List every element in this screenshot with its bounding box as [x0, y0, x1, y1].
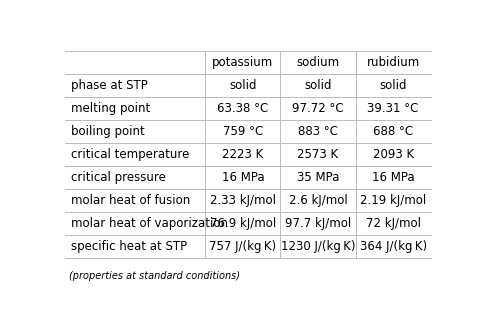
- Text: 97.7 kJ/mol: 97.7 kJ/mol: [285, 217, 350, 230]
- Text: 2573 K: 2573 K: [297, 148, 338, 161]
- Text: 35 MPa: 35 MPa: [296, 171, 339, 184]
- Text: 63.38 °C: 63.38 °C: [217, 102, 268, 115]
- Text: 2223 K: 2223 K: [222, 148, 263, 161]
- Text: 2.6 kJ/mol: 2.6 kJ/mol: [288, 194, 346, 207]
- Text: molar heat of vaporization: molar heat of vaporization: [70, 217, 227, 230]
- Text: 97.72 °C: 97.72 °C: [292, 102, 343, 115]
- Text: 2.33 kJ/mol: 2.33 kJ/mol: [209, 194, 275, 207]
- Text: solid: solid: [379, 79, 406, 92]
- Text: (properties at standard conditions): (properties at standard conditions): [68, 271, 239, 281]
- Text: 39.31 °C: 39.31 °C: [366, 102, 418, 115]
- Text: specific heat at STP: specific heat at STP: [70, 240, 186, 253]
- Text: potassium: potassium: [212, 56, 273, 69]
- Text: 2.19 kJ/mol: 2.19 kJ/mol: [359, 194, 426, 207]
- Text: 16 MPa: 16 MPa: [371, 171, 413, 184]
- Text: boiling point: boiling point: [70, 125, 144, 138]
- Text: 364 J/(kg K): 364 J/(kg K): [359, 240, 426, 253]
- Text: critical pressure: critical pressure: [70, 171, 165, 184]
- Text: sodium: sodium: [296, 56, 339, 69]
- Text: 72 kJ/mol: 72 kJ/mol: [365, 217, 420, 230]
- Text: 688 °C: 688 °C: [372, 125, 412, 138]
- Text: molar heat of fusion: molar heat of fusion: [70, 194, 189, 207]
- Text: melting point: melting point: [70, 102, 149, 115]
- Text: solid: solid: [229, 79, 256, 92]
- Text: rubidium: rubidium: [366, 56, 419, 69]
- Text: 2093 K: 2093 K: [372, 148, 413, 161]
- Text: 757 J/(kg K): 757 J/(kg K): [209, 240, 276, 253]
- Text: 16 MPa: 16 MPa: [221, 171, 264, 184]
- Text: 76.9 kJ/mol: 76.9 kJ/mol: [209, 217, 276, 230]
- Text: phase at STP: phase at STP: [70, 79, 147, 92]
- Text: 883 °C: 883 °C: [297, 125, 337, 138]
- Text: solid: solid: [304, 79, 331, 92]
- Text: 759 °C: 759 °C: [223, 125, 263, 138]
- Text: 1230 J/(kg K): 1230 J/(kg K): [280, 240, 355, 253]
- Text: critical temperature: critical temperature: [70, 148, 188, 161]
